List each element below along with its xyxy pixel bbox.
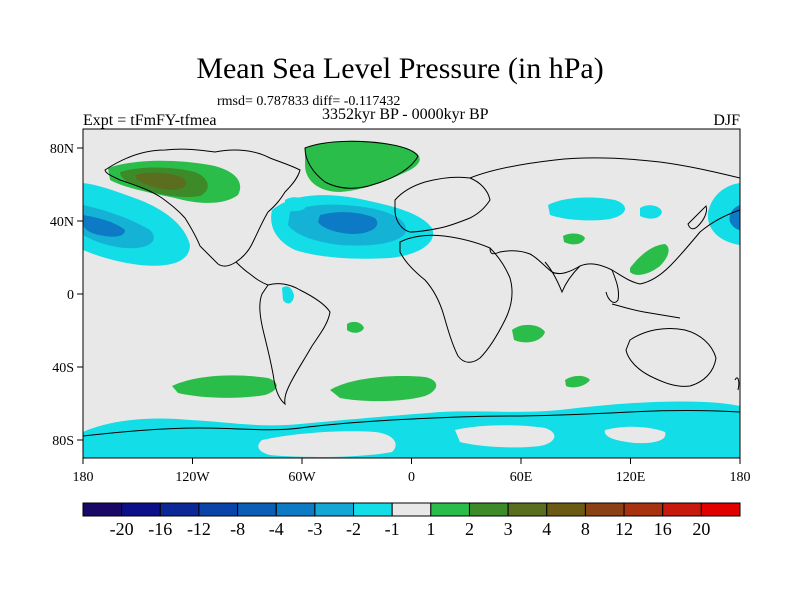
colorbar-label: 2 (465, 519, 474, 539)
colorbar-swatch (623, 502, 664, 517)
season-label: DJF (713, 112, 740, 129)
y-tick-label: 80N (50, 142, 74, 157)
map-title: Mean Sea Level Pressure (in hPa) (196, 52, 604, 85)
region-pacific-small-positive (347, 321, 364, 333)
coast-europe (394, 176, 491, 233)
colorbar-label: 20 (692, 519, 710, 539)
region-indian-south-positive (565, 375, 590, 388)
region-south-atlantic-positive (330, 376, 437, 402)
colorbar-swatch (700, 502, 741, 517)
colorbar-swatch (275, 502, 316, 517)
colorbar-swatch (662, 502, 702, 517)
colorbar-label: -3 (307, 519, 322, 539)
region-north-atlantic-negative-max (318, 212, 378, 234)
colorbar-swatch (121, 502, 161, 517)
colorbar-labels: -20 -16 -12 -8 -4 -3 -2 -1 1 2 3 4 8 12 16 20 (110, 519, 711, 539)
colorbar-label: -2 (346, 519, 361, 539)
rmsd-diff-stats: rmsd= 0.787833 diff= -0.117432 (217, 94, 401, 109)
colorbar-label: 3 (504, 519, 513, 539)
region-greenland-positive (305, 140, 420, 192)
colorbar-swatch (507, 502, 548, 517)
region-small-atlantic-cyan (282, 286, 294, 304)
coast-indochina (605, 269, 619, 303)
colorbar-label: -1 (385, 519, 400, 539)
colorbar-swatch (82, 502, 123, 517)
x-tick-label: 120W (175, 470, 210, 485)
period-label: 3352kyr BP - 0000kyr BP (322, 106, 489, 123)
colorbar-swatch (430, 502, 470, 517)
region-antarctic-interior-2 (455, 425, 555, 448)
x-tick-label: 120E (616, 470, 646, 485)
x-tick-label: 60E (510, 470, 533, 485)
colorbar-label: 4 (542, 519, 551, 539)
coast-africa (399, 234, 513, 363)
coast-antarctica (83, 410, 740, 437)
region-antarctic-interior-3 (604, 426, 666, 444)
colorbar-swatch (237, 502, 277, 517)
x-tick-label: 180 (73, 470, 94, 485)
colorbar-swatch (159, 502, 200, 517)
experiment-label: Expt = tFmFY-tfmea (83, 112, 217, 129)
colorbar-label: -16 (148, 519, 172, 539)
coast-north-america (104, 148, 301, 267)
region-south-pacific-positive (172, 375, 277, 398)
x-tick-label: 60W (288, 470, 316, 485)
colorbar-swatch (584, 502, 625, 517)
region-north-atlantic-small (285, 197, 307, 212)
x-tick-label: 180 (730, 470, 751, 485)
x-tick-labels: 180 120W 60W 0 60E 120E 180 (73, 470, 751, 485)
colorbar-label: 1 (426, 519, 435, 539)
anomaly-field (83, 140, 740, 458)
colorbar-label: 8 (581, 519, 590, 539)
region-indian-positive (512, 324, 545, 343)
coastlines (83, 140, 740, 437)
colorbar-swatch (198, 502, 239, 517)
colorbar-label: -8 (230, 519, 245, 539)
coast-asia (469, 157, 740, 285)
coast-south-america (259, 283, 331, 406)
region-antarctic-negative (83, 401, 740, 458)
region-east-asia-positive (630, 244, 669, 275)
region-china-positive (563, 233, 585, 245)
coast-greenland (304, 140, 419, 189)
y-tick-labels: 80N 40N 0 40S 80S (50, 142, 74, 449)
y-tick-label: 40N (50, 215, 74, 230)
region-antarctic-interior (258, 431, 396, 457)
coast-australia (625, 327, 717, 387)
colorbar-label: -20 (110, 519, 134, 539)
colorbar (82, 502, 741, 517)
colorbar-label: 12 (615, 519, 633, 539)
colorbar-swatch (353, 502, 393, 517)
region-north-pacific-positive-max (135, 172, 187, 190)
region-asia-negative (548, 197, 626, 221)
coast-india (544, 261, 581, 294)
region-north-pacific-negative-max (83, 215, 125, 237)
colorbar-swatch (314, 502, 355, 517)
map-panel: 180 120W 60W 0 60E 120E 180 80N 40N 0 40… (50, 128, 751, 485)
region-east-edge-negative (707, 183, 740, 245)
colorbar-label: -12 (187, 519, 211, 539)
coast-new-zealand (734, 377, 740, 391)
y-tick-label: 0 (67, 288, 74, 303)
colorbar-swatch (391, 502, 432, 517)
colorbar-label: 16 (654, 519, 672, 539)
x-tick-label: 0 (408, 470, 415, 485)
colorbar-swatch (546, 502, 586, 517)
y-tick-label: 40S (52, 361, 74, 376)
colorbar-label: -4 (269, 519, 284, 539)
coast-indonesia (611, 303, 681, 319)
axis-ticks (77, 147, 741, 464)
colorbar-swatch (468, 502, 509, 517)
y-tick-label: 80S (52, 434, 74, 449)
coast-japan (687, 205, 707, 230)
coast-central-america (235, 261, 269, 286)
region-asia-negative-2 (640, 205, 662, 219)
